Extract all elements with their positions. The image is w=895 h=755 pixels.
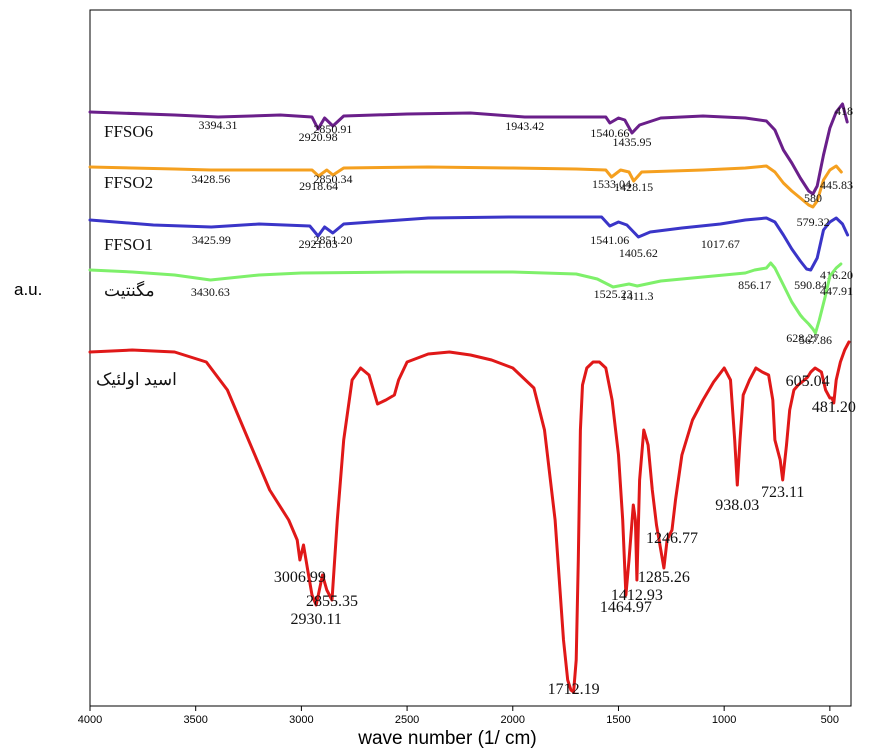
peak-label: 856.17 bbox=[738, 278, 771, 292]
peak-label: 3006.99 bbox=[274, 569, 326, 586]
peak-label: 1285.26 bbox=[638, 569, 690, 586]
peak-label: 723.11 bbox=[761, 484, 804, 501]
peak-label: 1525.23 bbox=[594, 287, 633, 301]
x-tick-label-1500: 1500 bbox=[606, 714, 630, 726]
peak-label: 2855.35 bbox=[306, 593, 358, 610]
peak-label: 2918.64 bbox=[299, 179, 338, 193]
peak-label: 580 bbox=[804, 191, 822, 205]
series-name-4: مگنتیت bbox=[104, 280, 155, 300]
peak-label: 579.32 bbox=[797, 215, 830, 229]
peak-label: 628.27 bbox=[786, 331, 819, 345]
peak-label: 481.20 bbox=[812, 399, 856, 416]
peak-label: 418 bbox=[835, 104, 853, 118]
peak-label: 1246.77 bbox=[646, 530, 698, 547]
peak-label: 447.91 bbox=[820, 284, 853, 298]
series-line-1 bbox=[88, 102, 849, 196]
peak-label: 1533.04 bbox=[592, 177, 631, 191]
x-tick-label-3000: 3000 bbox=[289, 714, 313, 726]
series-name-5: اسید اولئیک bbox=[96, 370, 177, 390]
series-name-2: FFSO2 bbox=[104, 173, 153, 192]
x-tick-label-4000: 4000 bbox=[78, 714, 102, 726]
peak-label: 2930.11 bbox=[290, 611, 341, 628]
peak-label: 1435.95 bbox=[613, 135, 652, 149]
peak-label: 938.03 bbox=[715, 497, 759, 514]
peak-label: 1540.66 bbox=[590, 126, 629, 140]
peak-label: 1411.3 bbox=[621, 289, 654, 303]
peak-label: 1712.19 bbox=[548, 681, 600, 698]
x-tick-label-2500: 2500 bbox=[395, 714, 419, 726]
plot-frame bbox=[89, 9, 852, 707]
series-line-3 bbox=[88, 215, 850, 272]
peak-label: 416.20 bbox=[820, 268, 853, 282]
x-tick-label-3500: 3500 bbox=[183, 714, 207, 726]
peak-label: 1017.67 bbox=[701, 237, 740, 251]
peak-label: 3428.56 bbox=[191, 172, 230, 186]
peak-label: 1943.42 bbox=[505, 119, 544, 133]
peak-label: 590.84 bbox=[794, 278, 827, 292]
peak-label: 567.86 bbox=[799, 333, 832, 347]
peak-label: 2851.20 bbox=[313, 233, 352, 247]
x-tick-label-500: 500 bbox=[821, 714, 839, 726]
series-name-1: FFSO6 bbox=[104, 122, 153, 141]
peak-label: 3394.31 bbox=[199, 118, 238, 132]
y-axis-label: a.u. bbox=[14, 280, 43, 299]
peak-label: 2920.98 bbox=[299, 130, 338, 144]
series-line-5 bbox=[88, 340, 851, 694]
peak-label: 1412.93 bbox=[611, 587, 663, 604]
peak-label: 1464.97 bbox=[600, 599, 652, 616]
peak-label: 3425.99 bbox=[192, 233, 231, 247]
peak-label: 605.04 bbox=[786, 373, 830, 390]
peak-label: 1541.06 bbox=[590, 233, 629, 247]
peak-label: 2850.34 bbox=[314, 172, 353, 186]
peak-label: 3430.63 bbox=[191, 285, 230, 299]
series-line-4 bbox=[88, 261, 843, 335]
x-tick-label-1000: 1000 bbox=[712, 714, 736, 726]
peak-label: 2921.03 bbox=[299, 237, 338, 251]
peak-label: 2850.91 bbox=[313, 122, 352, 136]
series-name-3: FFSO1 bbox=[104, 235, 153, 254]
x-axis-label: wave number (1/ cm) bbox=[358, 728, 537, 749]
x-tick-label-2000: 2000 bbox=[501, 714, 525, 726]
peak-label: 1428.15 bbox=[614, 180, 653, 194]
peak-label: 445.83 bbox=[820, 178, 853, 192]
peak-label: 1405.62 bbox=[619, 246, 658, 260]
series-line-2 bbox=[88, 164, 843, 209]
